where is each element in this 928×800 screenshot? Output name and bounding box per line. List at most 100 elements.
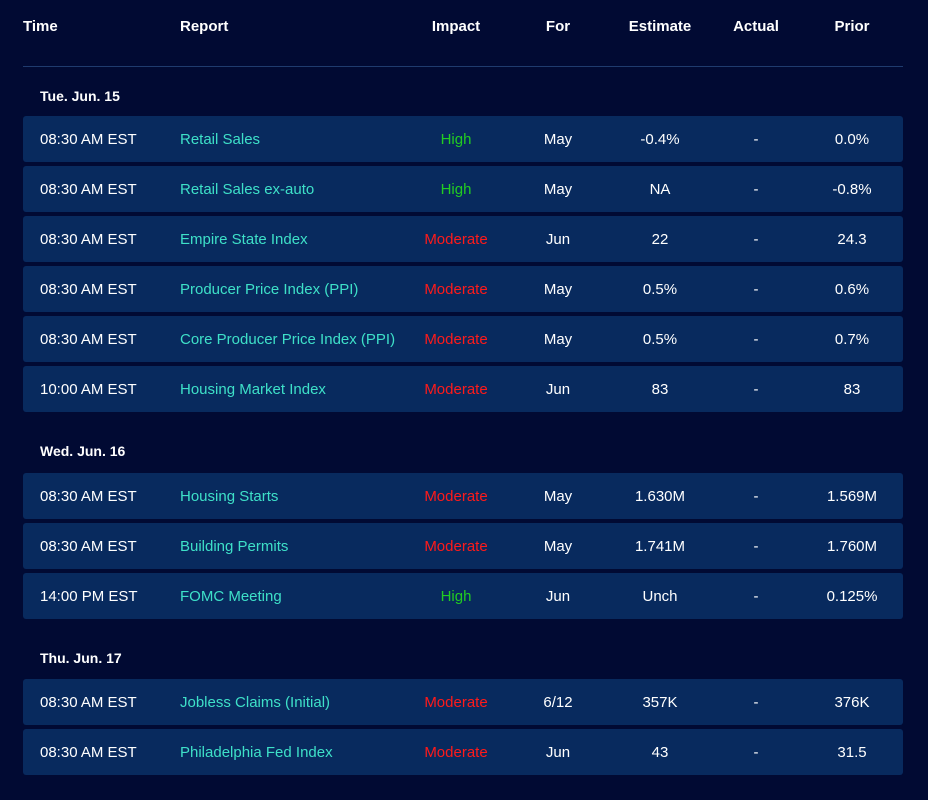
row-actual: - [753, 381, 759, 398]
row-estimate: Unch [642, 588, 678, 605]
row-estimate: 1.741M [634, 538, 686, 555]
row-actual: - [753, 331, 759, 348]
row-time: 08:30 AM EST [40, 538, 137, 555]
row-for: Jun [545, 744, 571, 761]
row-report[interactable]: Housing Starts [180, 488, 279, 505]
row-estimate: 0.5% [642, 331, 678, 348]
row-estimate: 22 [651, 231, 669, 248]
day-label: Thu. Jun. 17 [40, 650, 122, 666]
row-report[interactable]: Core Producer Price Index (PPI) [180, 331, 396, 348]
row-prior: -0.8% [832, 181, 872, 198]
table-row: 08:30 AM EST Housing Starts Moderate May 1.6… [23, 473, 903, 519]
table-row: 08:30 AM EST Producer Price Index (PPI) Mo… [23, 266, 903, 312]
row-actual: - [753, 588, 759, 605]
header-report: Report [180, 18, 229, 35]
row-impact: Moderate [424, 281, 488, 298]
row-time: 08:30 AM EST [40, 694, 137, 711]
row-impact: Moderate [424, 694, 488, 711]
row-estimate: -0.4% [640, 131, 680, 148]
row-for: Jun [545, 231, 571, 248]
row-report[interactable]: Building Permits [180, 538, 289, 555]
day-label: Tue. Jun. 15 [40, 88, 120, 104]
row-report[interactable]: FOMC Meeting [180, 588, 282, 605]
row-for: May [543, 131, 573, 148]
row-time: 08:30 AM EST [40, 331, 137, 348]
row-time: 08:30 AM EST [40, 488, 137, 505]
row-time: 14:00 PM EST [40, 588, 138, 605]
row-actual: - [753, 694, 759, 711]
row-report[interactable]: Empire State Index [180, 231, 308, 248]
row-prior: 83 [843, 381, 861, 398]
row-impact: Moderate [424, 331, 488, 348]
row-report[interactable]: Jobless Claims (Initial) [180, 694, 331, 711]
row-estimate: 0.5% [642, 281, 678, 298]
table-row: 08:30 AM EST Philadelphia Fed Index Modera… [23, 729, 903, 775]
row-prior: 0.7% [834, 331, 870, 348]
row-estimate: 83 [651, 381, 669, 398]
row-for: May [543, 181, 573, 198]
row-report[interactable]: Retail Sales ex-auto [180, 181, 315, 198]
row-impact: High [440, 181, 472, 198]
row-actual: - [753, 131, 759, 148]
row-for: May [543, 488, 573, 505]
row-report[interactable]: Producer Price Index (PPI) [180, 281, 359, 298]
row-prior: 1.569M [826, 488, 878, 505]
table-row: 14:00 PM EST FOMC Meeting High Jun Unch - 0.12… [23, 573, 903, 619]
row-prior: 0.6% [834, 281, 870, 298]
row-time: 08:30 AM EST [40, 131, 137, 148]
row-for: May [543, 538, 573, 555]
row-actual: - [753, 488, 759, 505]
header-time: Time [23, 18, 58, 35]
row-actual: - [753, 231, 759, 248]
table-row: 10:00 AM EST Housing Market Index Moderate… [23, 366, 903, 412]
header-estimate: Estimate [628, 18, 692, 35]
row-for: Jun [545, 381, 571, 398]
row-prior: 31.5 [837, 744, 867, 761]
row-impact: Moderate [424, 231, 488, 248]
row-for: 6/12 [543, 694, 573, 711]
table-row: 08:30 AM EST Jobless Claims (Initial) Mode… [23, 679, 903, 725]
header-actual: Actual [733, 18, 779, 35]
table-row: 08:30 AM EST Building Permits Moderate May 1… [23, 523, 903, 569]
row-prior: 0.0% [834, 131, 870, 148]
table-row: 08:30 AM EST Retail Sales High May -0.4% - 0.0… [23, 116, 903, 162]
row-estimate: 357K [642, 694, 678, 711]
header-for: For [545, 18, 571, 35]
table-row: 08:30 AM EST Retail Sales ex-auto High May N… [23, 166, 903, 212]
table-header: Time Report Impact For Estimate Actual P… [0, 0, 928, 56]
row-report[interactable]: Retail Sales [180, 131, 261, 148]
row-prior: 0.125% [826, 588, 878, 605]
row-time: 08:30 AM EST [40, 231, 137, 248]
row-actual: - [753, 744, 759, 761]
row-time: 08:30 AM EST [40, 281, 137, 298]
row-for: May [543, 281, 573, 298]
day-label: Wed. Jun. 16 [40, 443, 126, 459]
row-time: 08:30 AM EST [40, 181, 137, 198]
row-impact: Moderate [424, 744, 488, 761]
header-prior: Prior [834, 18, 870, 35]
row-impact: Moderate [424, 488, 488, 505]
row-estimate: NA [649, 181, 671, 198]
row-time: 08:30 AM EST [40, 744, 137, 761]
row-impact: High [440, 588, 472, 605]
row-prior: 376K [834, 694, 870, 711]
table-row: 08:30 AM EST Core Producer Price Index (P… [23, 316, 903, 362]
row-estimate: 1.630M [634, 488, 686, 505]
row-impact: Moderate [424, 381, 488, 398]
row-for: May [543, 331, 573, 348]
header-divider [23, 66, 903, 67]
row-actual: - [753, 281, 759, 298]
row-prior: 1.760M [826, 538, 878, 555]
row-report[interactable]: Housing Market Index [180, 381, 326, 398]
row-time: 10:00 AM EST [40, 381, 137, 398]
row-estimate: 43 [651, 744, 669, 761]
row-for: Jun [545, 588, 571, 605]
row-actual: - [753, 538, 759, 555]
row-impact: Moderate [424, 538, 488, 555]
header-impact: Impact [431, 18, 481, 35]
row-report[interactable]: Philadelphia Fed Index [180, 744, 333, 761]
row-actual: - [753, 181, 759, 198]
table-row: 08:30 AM EST Empire State Index Moderate Ju… [23, 216, 903, 262]
row-prior: 24.3 [837, 231, 867, 248]
row-impact: High [440, 131, 472, 148]
